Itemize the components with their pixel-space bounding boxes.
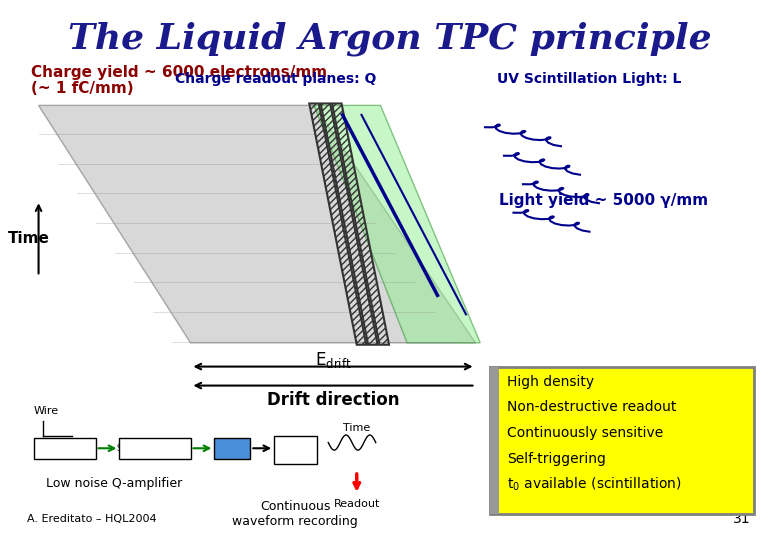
FancyBboxPatch shape — [274, 436, 317, 464]
Text: Time: Time — [8, 231, 50, 246]
Text: Preamplifier: Preamplifier — [37, 444, 91, 453]
Text: A. Ereditato – HQL2004: A. Ereditato – HQL2004 — [27, 514, 157, 524]
Text: E$_{\rm drift}$: E$_{\rm drift}$ — [315, 350, 351, 370]
FancyBboxPatch shape — [119, 438, 190, 458]
FancyBboxPatch shape — [490, 367, 499, 514]
Text: Continuous
waveform recording: Continuous waveform recording — [232, 500, 358, 528]
Text: Charge yield ~ 6000 electrons/mm: Charge yield ~ 6000 electrons/mm — [31, 65, 327, 79]
Text: t$_0$ available (scintillation): t$_0$ available (scintillation) — [507, 476, 682, 493]
Text: Readout: Readout — [334, 500, 380, 509]
Text: Memory
Buffer: Memory Buffer — [277, 438, 314, 458]
Text: UV Scintillation Light: L: UV Scintillation Light: L — [498, 72, 682, 86]
Text: Continuously sensitive: Continuously sensitive — [507, 426, 663, 440]
Text: Time: Time — [343, 423, 370, 433]
Text: Light yield ~ 5000 γ/mm: Light yield ~ 5000 γ/mm — [499, 193, 708, 208]
Text: High density: High density — [507, 375, 594, 389]
Text: 31: 31 — [733, 511, 751, 525]
Text: FADC: FADC — [218, 443, 246, 453]
Text: Charge readout planes: Q: Charge readout planes: Q — [176, 72, 377, 86]
FancyBboxPatch shape — [34, 438, 95, 458]
Text: (~ 1 fC/mm): (~ 1 fC/mm) — [31, 81, 133, 96]
Text: Non-destructive readout: Non-destructive readout — [507, 401, 676, 414]
Text: Wire: Wire — [34, 406, 59, 416]
Text: Self-triggering: Self-triggering — [507, 452, 606, 465]
Text: The Liquid Argon TPC principle: The Liquid Argon TPC principle — [68, 22, 712, 56]
FancyBboxPatch shape — [215, 438, 250, 458]
Text: Low noise Q-amplifier: Low noise Q-amplifier — [47, 477, 183, 490]
Text: Drift direction: Drift direction — [267, 391, 399, 409]
Text: Shaping Amplifier: Shaping Amplifier — [117, 444, 192, 453]
Polygon shape — [314, 105, 480, 343]
Polygon shape — [38, 105, 476, 343]
FancyBboxPatch shape — [490, 367, 753, 514]
